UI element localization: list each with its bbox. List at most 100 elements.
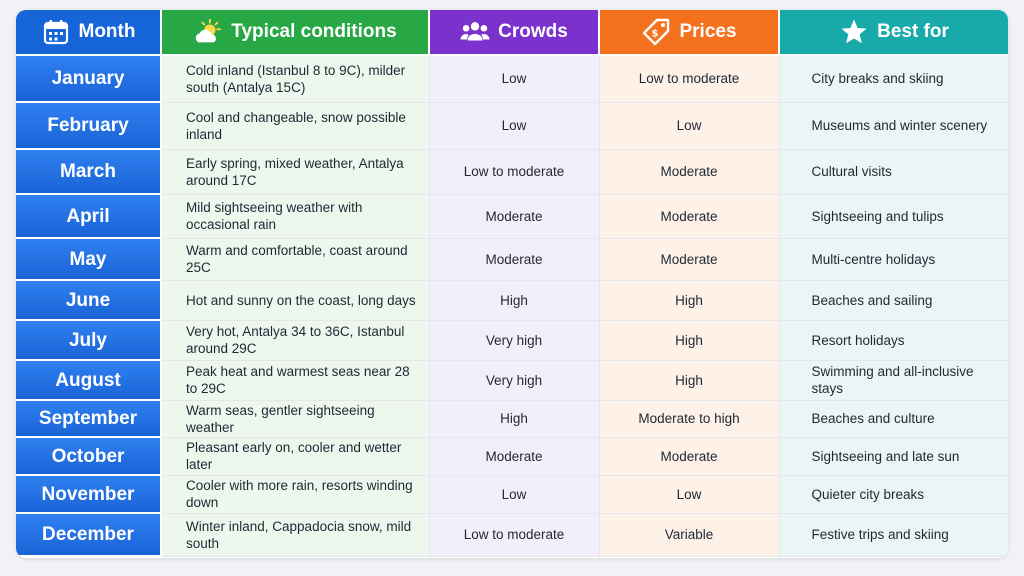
prices-cell: Moderate [599,437,780,476]
header-crowds-label: Crowds [498,21,568,42]
best-for-cell: Sightseeing and tulips [779,194,1008,239]
crowds-cell-text: Very high [485,332,543,348]
crowds-cell: Low to moderate [429,513,600,557]
header-month-label: Month [78,21,136,42]
month-cell-text: February [47,115,129,136]
month-cell-text: November [41,483,135,505]
prices-cell-text: Low [676,486,702,502]
month-cell-text: September [38,408,138,429]
month-cell: November [16,475,162,514]
conditions-cell-text: Cool and changeable, snow possible inlan… [186,109,406,142]
month-cell-text: January [51,68,125,89]
best-for-cell-text: Swimming and all-inclusive stays [811,364,974,396]
best-for-cell-text: Multi-centre holidays [811,251,936,267]
table-row: January Cold inland (Istanbul 8 to 9C), m… [16,55,1008,103]
best-for-cell-text: Beaches and culture [811,411,935,426]
crowds-cell-text: Very high [485,372,543,388]
conditions-cell-text: Peak heat and warmest seas near 28 to 29… [186,364,410,396]
month-cell: August [16,360,162,401]
month-cell-text: October [51,445,125,467]
conditions-cell: Cool and changeable, snow possible inlan… [161,102,430,150]
best-for-cell: Festive trips and skiing [779,513,1008,557]
best-for-cell: Museums and winter scenery [779,102,1008,150]
month-cell: May [16,238,162,281]
conditions-cell-text: Cold inland (Istanbul 8 to 9C), milder s… [186,62,406,95]
prices-cell: Moderate [599,149,780,195]
month-cell: September [16,400,162,438]
best-for-cell-text: Museums and winter scenery [811,118,988,133]
conditions-cell: Warm and comfortable, coast around 25C [161,238,430,281]
table-row: October Pleasant early on, cooler and wet… [16,437,1008,476]
conditions-cell: Hot and sunny on the coast, long days [161,280,430,321]
header-best-for: Best for [779,10,1008,56]
header-conditions: Typical conditions [161,10,430,56]
crowds-cell: Very high [429,360,600,401]
crowds-cell-text: Low [501,118,527,133]
prices-cell-text: High [675,292,703,308]
best-for-cell: Multi-centre holidays [779,238,1008,281]
best-for-cell-text: Sightseeing and tulips [811,208,944,224]
prices-cell-text: Variable [664,527,714,542]
prices-cell-text: Moderate [660,164,718,179]
prices-cell: Moderate [599,194,780,239]
month-cell: January [16,55,162,103]
best-for-cell-text: Cultural visits [811,164,892,179]
crowds-cell-text: Moderate [485,208,543,224]
best-for-cell: Cultural visits [779,149,1008,195]
month-cell-text: June [65,289,111,311]
best-for-cell-text: Festive trips and skiing [811,527,949,542]
prices-cell-text: Low to moderate [638,71,740,87]
prices-cell: Low [599,475,780,514]
conditions-cell-text: Cooler with more rain, resorts winding d… [186,478,413,510]
best-for-cell-text: Quieter city breaks [811,486,925,502]
month-cell-text: December [42,524,134,545]
prices-cell-text: Moderate [660,448,718,464]
prices-cell-text: High [675,372,703,388]
crowds-cell-text: Moderate [485,448,543,464]
prices-cell: High [599,280,780,321]
crowds-cell: Very high [429,320,600,361]
conditions-cell-text: Warm seas, gentler sightseeing weather [186,402,375,435]
crowds-cell: High [429,400,600,438]
prices-cell-text: Low [676,118,702,133]
best-for-cell-text: Sightseeing and late sun [811,448,960,464]
conditions-cell: Very hot, Antalya 34 to 36C, Istanbul ar… [161,320,430,361]
table-row: February Cool and changeable, snow possib… [16,102,1008,150]
crowds-cell-text: Low to moderate [463,527,565,542]
best-for-cell: Swimming and all-inclusive stays [779,360,1008,401]
people-group-icon [460,17,490,47]
month-cell-text: May [69,248,107,270]
prices-cell: Moderate [599,238,780,281]
month-cell-text: April [66,205,110,227]
conditions-cell: Mild sightseeing weather with occasional… [161,194,430,239]
conditions-cell-text: Warm and comfortable, coast around 25C [186,243,408,275]
best-for-cell-text: City breaks and skiing [811,71,944,87]
month-cell-text: August [55,369,121,391]
conditions-cell-text: Very hot, Antalya 34 to 36C, Istanbul ar… [186,324,405,356]
prices-cell: Moderate to high [599,400,780,438]
header-conditions-label: Typical conditions [231,21,397,42]
conditions-cell-text: Pleasant early on, cooler and wetter lat… [186,440,402,472]
header-best-for-label: Best for [877,21,949,42]
best-for-cell: Sightseeing and late sun [779,437,1008,476]
crowds-cell: Moderate [429,238,600,281]
best-for-cell: Beaches and sailing [779,280,1008,321]
crowds-cell-text: Moderate [485,251,543,267]
crowds-cell: Moderate [429,437,600,476]
table-row: June Hot and sunny on the coast, long day… [16,280,1008,321]
table-row: September Warm seas, gentler sightseeing … [16,400,1008,438]
prices-cell: Variable [599,513,780,557]
table-row: November Cooler with more rain, resorts w… [16,475,1008,514]
conditions-cell: Peak heat and warmest seas near 28 to 29… [161,360,430,401]
month-cell: July [16,320,162,361]
conditions-cell-text: Winter inland, Cappadocia snow, mild sou… [186,518,412,551]
sun-cloud-icon [193,17,223,47]
best-for-cell: City breaks and skiing [779,55,1008,103]
prices-cell-text: Moderate to high [638,411,740,426]
month-cell: March [16,149,162,195]
table-row: December Winter inland, Cappadocia snow, … [16,513,1008,557]
month-cell: April [16,194,162,239]
table-row: April Mild sightseeing weather with occas… [16,194,1008,239]
table-row: July Very hot, Antalya 34 to 36C, Istanbu… [16,320,1008,361]
best-for-cell: Resort holidays [779,320,1008,361]
